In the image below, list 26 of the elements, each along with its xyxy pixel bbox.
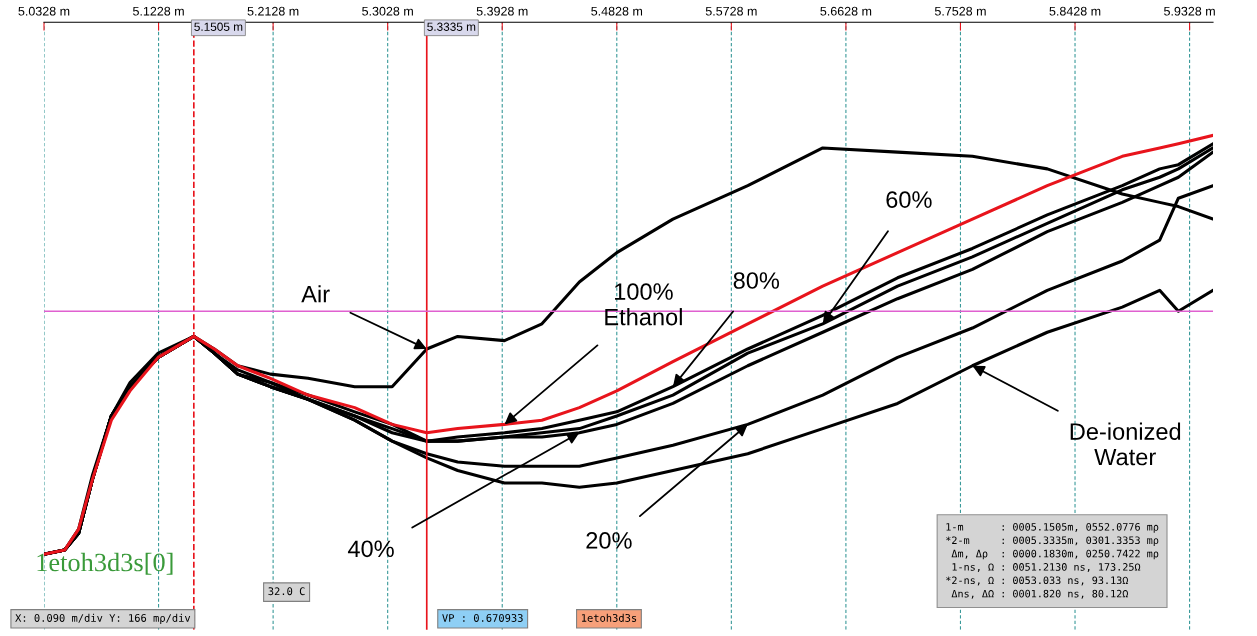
x-tick-label: 5.4828 m (591, 6, 643, 16)
x-tick-label: 5.6628 m (820, 6, 872, 16)
x-tick-label: 5.9328 m (1164, 6, 1215, 16)
text: 1etoh3d3s (581, 613, 637, 622)
annotation: 40% (347, 540, 394, 558)
x-tick-label: 5.8428 m (1049, 6, 1101, 16)
text: X: 0.090 m/div Y: 166 mρ/div (15, 613, 191, 624)
text: VP : 0.670933 (442, 614, 523, 622)
annotation: 100% Ethanol (605, 283, 682, 326)
annotation: 20% (586, 532, 632, 549)
ref-line-label: 5.1505 m (194, 22, 243, 31)
x-tick-label: 5.2128 m (247, 6, 299, 16)
x-tick-label: 5.0328 m (18, 6, 70, 16)
x-tick-label: 5.3028 m (362, 6, 413, 16)
text: 32.0 C (268, 587, 305, 596)
x-tick-label: 5.5728 m (705, 6, 757, 16)
annotation: Air (301, 285, 330, 303)
x-tick-label: 5.1228 m (133, 6, 184, 16)
annotation: 1-m : 0005.1505m, 0552.0776 mρ *2-m : 0005.3335m, 0301.3353 mρ Δm, Δρ : 0000.1830m, 0250.7422 mρ 1-ns, Ω : 0051.2130 ns, 173.25Ω *2-ns, Ω : 0053.033 ns, 93.13Ω Δns, ΔΩ : 0001.820 ns, 80.12Ω (946, 523, 1159, 599)
ref-line-label: 5.3335 m (427, 22, 476, 31)
annotation: 60% (886, 191, 932, 208)
x-tick-label: 5.3928 m (476, 6, 528, 16)
annotation: De-ionized Water (1070, 422, 1181, 466)
x-tick-label: 5.7528 m (934, 6, 986, 16)
annotation: 1etoh3d3s[0] (37, 552, 173, 575)
annotation: 80% (733, 272, 780, 289)
